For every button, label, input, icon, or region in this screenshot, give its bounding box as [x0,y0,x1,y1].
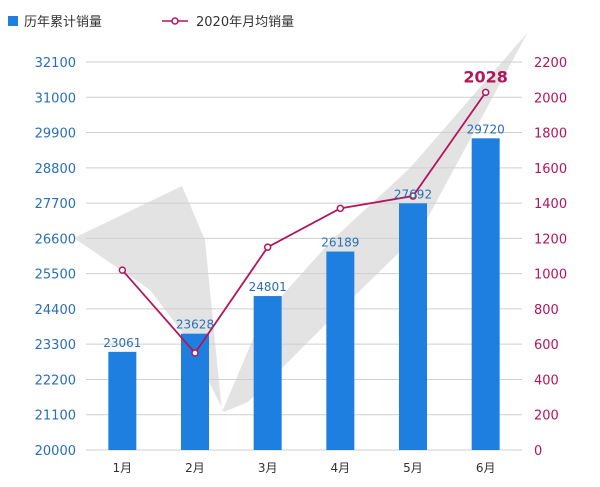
right-axis-ticks: 2200200018001600140012001000800600400200… [534,56,567,459]
legend: 历年累计销量 2020年月均销量 [8,15,294,30]
right-tick-label: 1600 [534,162,567,177]
right-tick-label: 1000 [534,268,567,283]
left-tick-label: 31000 [35,91,76,106]
line-point [409,192,417,200]
right-tick-label: 1800 [534,127,567,142]
legend-line-label: 2020年月均销量 [196,15,294,30]
x-tick-label: 6月 [476,461,496,475]
right-tick-label: 2200 [534,56,567,71]
bar-value-label: 24801 [249,280,287,294]
bar-value-label: 26189 [321,236,359,250]
line-point [336,204,345,213]
bar-value-label: 23061 [103,336,141,350]
left-tick-label: 28800 [35,162,76,177]
line-highlight-label: 2028 [463,67,508,86]
data-labels: 23061 23628 24801 26189 27692 29720 2028 [103,67,508,350]
right-tick-label: 200 [534,409,559,424]
bar [108,351,137,450]
watermark: EV世纪 [512,456,566,474]
line-point [118,266,127,274]
bar [326,251,355,450]
left-tick-label: 25500 [35,268,76,283]
x-tick-label: 3月 [258,461,278,475]
line-path [121,91,487,355]
right-tick-label: 600 [534,338,559,353]
left-axis-ticks: 32100 31000 29900 28800 27700 26600 25500 24400… [35,56,76,459]
bar [253,296,282,450]
x-tick-label: 1月 [113,461,133,475]
x-tick-label: 2月 [185,461,205,475]
right-tick-label: 1400 [534,197,567,212]
line-point [263,243,272,251]
x-tick-label: 5月 [403,461,423,475]
bar [399,203,427,450]
x-axis-ticks: 1月 2月 3月 4月 5月 6月 [113,461,496,475]
left-tick-label: 29900 [35,127,76,142]
legend-line-marker [171,17,179,25]
bar [471,138,500,450]
legend-bar-swatch [8,16,18,26]
right-tick-label: 400 [534,373,559,388]
bar-value-label: 29720 [467,122,505,136]
right-tick-label: 2000 [534,91,567,106]
left-tick-label: 32100 [35,56,76,71]
left-tick-label: 20000 [35,444,76,459]
line-series [118,88,490,357]
bar-value-label: 23628 [176,318,214,332]
left-tick-label: 21100 [35,409,76,424]
right-tick-label: 0 [534,444,542,459]
x-tick-label: 4月 [331,461,351,475]
left-tick-label: 23300 [35,338,76,353]
right-tick-label: 1200 [534,232,567,247]
bars [108,138,500,450]
line-point [191,349,199,357]
left-tick-label: 27700 [35,197,76,212]
right-tick-label: 800 [534,303,559,318]
legend-bar-label: 历年累计销量 [24,15,102,30]
line-point [481,88,490,97]
left-tick-label: 22200 [35,373,76,388]
checkmark-shape [74,32,528,412]
left-tick-label: 26600 [35,232,76,247]
left-tick-label: 24400 [35,303,76,318]
bar-value-label: 27692 [394,187,432,201]
gridlines [86,61,522,451]
